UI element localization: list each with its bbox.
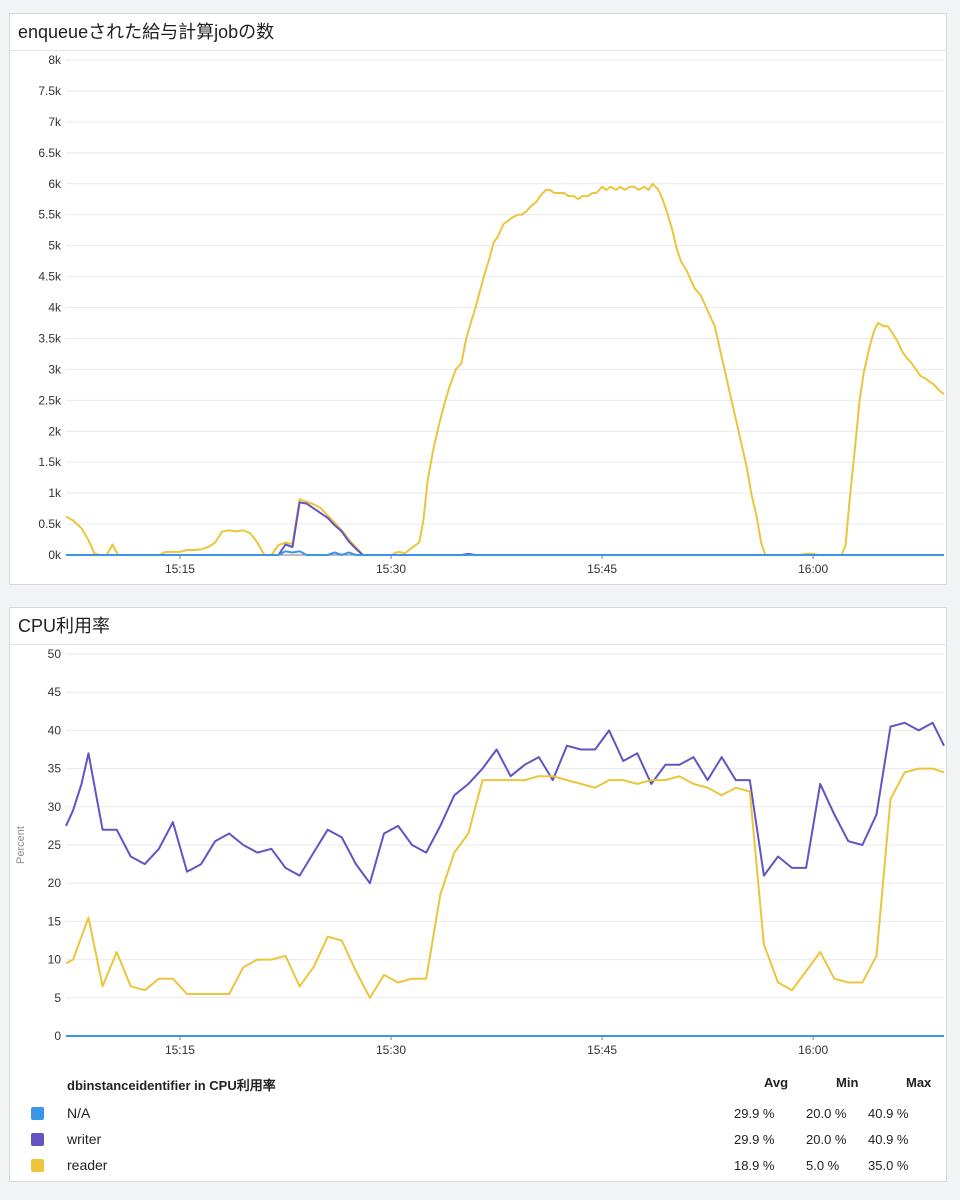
y-tick-label: 25 [48,838,62,852]
y-tick-label: 0.5k [38,517,62,531]
legend-header-name: dbinstanceidentifier in CPU利用率 [67,1078,276,1093]
legend-swatch-na [31,1107,44,1120]
legend-header-min[interactable]: Min [836,1075,859,1090]
job-count-panel: enqueueされた給与計算jobの数 0k 0.5k 1k 1.5k 2k 2.5k 3k… [9,13,947,585]
y-tick-label: 45 [48,685,62,699]
legend-avg-value: 18.9 % [734,1158,775,1173]
x-tick-label: 15:30 [376,1043,406,1057]
series-line-writer [66,501,944,556]
y-tick-label: 2.5k [38,393,62,407]
legend-swatch-writer [31,1133,44,1146]
series-line-na [66,550,944,556]
x-tick-label: 15:45 [587,1043,617,1057]
legend-row-na[interactable]: N/A 29.9 % 20.0 % 40.9 % [10,1101,946,1127]
cpu-legend: dbinstanceidentifier in CPU利用率 Avg Min M… [10,1063,946,1179]
y-tick-label: 3.5k [38,331,62,345]
y-tick-label: 6.5k [38,146,62,160]
legend-min-value: 20.0 % [806,1132,847,1147]
y-tick-label: 15 [48,914,62,928]
legend-min-value: 20.0 % [806,1106,847,1121]
cpu-panel: CPU利用率 0 5 10 15 20 25 30 35 40 45 50 15:15 15:30 15:… [9,607,947,1182]
x-tick-label: 15:15 [165,562,195,576]
y-tick-label: 0k [48,548,62,562]
legend-min-value: 5.0 % [806,1158,840,1173]
y-tick-label: 0 [54,1029,61,1043]
y-tick-label: 5 [54,991,61,1005]
y-tick-label: 7.5k [38,84,62,98]
y-tick-label: 20 [48,876,62,890]
legend-max-value: 35.0 % [868,1158,909,1173]
legend-series-name: N/A [67,1105,91,1121]
y-tick-label: 50 [48,647,62,661]
y-tick-label: 5k [48,239,62,253]
series-line-reader [65,767,945,999]
y-tick-label: 6k [48,177,62,191]
y-tick-label: 40 [48,723,62,737]
legend-header: dbinstanceidentifier in CPU利用率 Avg Min M… [10,1063,946,1093]
legend-row-writer[interactable]: writer 29.9 % 20.0 % 40.9 % [10,1127,946,1153]
legend-max-value: 40.9 % [868,1106,909,1121]
y-tick-label: 30 [48,800,62,814]
job-count-title: enqueueされた給与計算jobの数 [10,14,946,51]
y-axis-label: Percent [15,826,27,864]
y-tick-label: 1.5k [38,455,62,469]
legend-avg-value: 29.9 % [734,1106,775,1121]
x-tick-label: 15:30 [376,562,406,576]
cpu-chart[interactable]: 0 5 10 15 20 25 30 35 40 45 50 15:15 15:30 15:45 16:00… [10,608,946,1063]
legend-series-name: reader [67,1157,108,1173]
legend-series-name: writer [67,1131,102,1147]
x-tick-label: 15:45 [587,562,617,576]
legend-header-max[interactable]: Max [906,1075,932,1090]
series-line-writer [65,721,945,885]
legend-avg-value: 29.9 % [734,1132,775,1147]
x-tick-label: 16:00 [798,562,828,576]
x-tick-label: 16:00 [798,1043,828,1057]
cpu-title: CPU利用率 [10,608,946,645]
y-tick-label: 4k [48,301,62,315]
y-tick-label: 35 [48,762,62,776]
legend-row-reader[interactable]: reader 18.9 % 5.0 % 35.0 % [10,1153,946,1179]
x-tick-label: 15:15 [165,1043,195,1057]
y-tick-label: 10 [48,953,62,967]
legend-max-value: 40.9 % [868,1132,909,1147]
job-count-chart[interactable]: 0k 0.5k 1k 1.5k 2k 2.5k 3k 3.5k 4k 4.5k 5k 5.5k 6k 6.… [10,14,946,584]
legend-header-avg[interactable]: Avg [764,1075,789,1090]
y-tick-label: 7k [48,115,62,129]
y-tick-label: 2k [48,424,62,438]
y-tick-label: 4.5k [38,270,62,284]
legend-swatch-reader [31,1159,44,1172]
y-tick-label: 3k [48,362,62,376]
y-tick-label: 1k [48,486,62,500]
y-tick-label: 5.5k [38,208,62,222]
y-tick-label: 8k [48,53,62,67]
